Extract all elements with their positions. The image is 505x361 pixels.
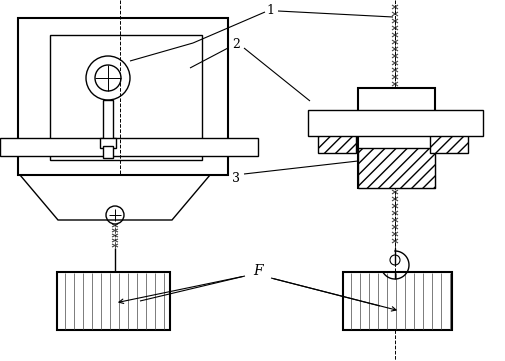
Bar [308, 110, 483, 136]
Text: 3: 3 [232, 171, 240, 184]
Bar [318, 118, 356, 153]
Bar [358, 88, 435, 188]
Bar [343, 272, 452, 330]
Text: F: F [253, 264, 263, 278]
Bar [103, 100, 113, 140]
Bar [358, 148, 435, 188]
Bar [100, 138, 116, 148]
Text: 2: 2 [232, 39, 240, 52]
Bar [103, 146, 113, 158]
Bar [50, 35, 202, 160]
Bar [57, 272, 170, 330]
Text: 1: 1 [266, 4, 274, 17]
Bar [430, 118, 468, 153]
Bar [0, 138, 258, 156]
Bar [18, 18, 228, 175]
